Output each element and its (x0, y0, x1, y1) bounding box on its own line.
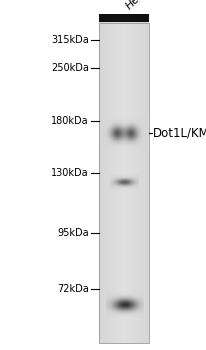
Bar (99, 14, 148, 22)
Text: Dot1L/KMT4: Dot1L/KMT4 (152, 126, 206, 140)
Text: HeLa: HeLa (124, 0, 151, 11)
Text: 315kDa: 315kDa (51, 35, 89, 45)
Text: 95kDa: 95kDa (57, 228, 89, 238)
Text: 72kDa: 72kDa (57, 284, 89, 294)
Text: 180kDa: 180kDa (51, 116, 89, 126)
Text: 250kDa: 250kDa (51, 63, 89, 73)
Text: 130kDa: 130kDa (51, 168, 89, 178)
Bar (99, 23, 148, 343)
